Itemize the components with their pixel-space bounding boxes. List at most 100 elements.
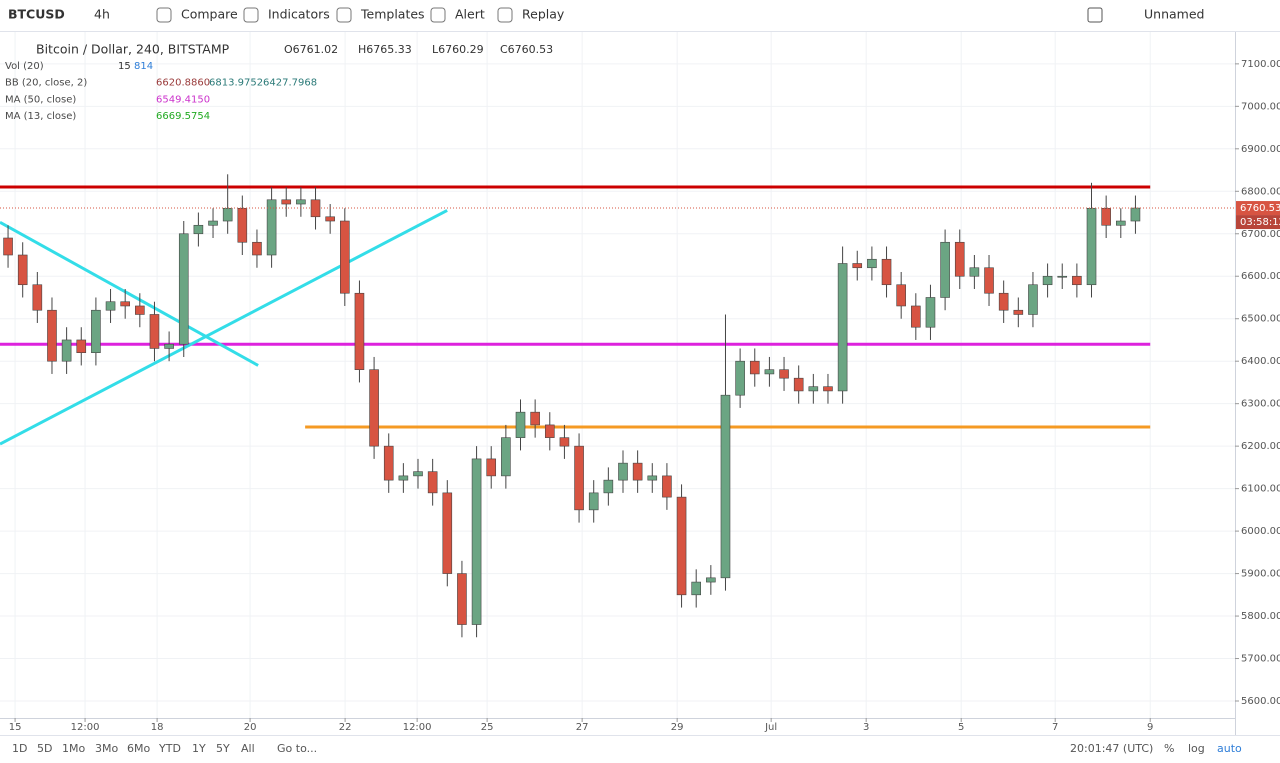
- candle-body: [76, 339, 87, 353]
- toolbar-icon: [336, 7, 352, 23]
- candle-body: [852, 263, 863, 269]
- candle-body: [471, 458, 482, 625]
- range-button[interactable]: 1Mo: [62, 742, 85, 755]
- y-tick-label: 6100.00: [1241, 484, 1280, 495]
- candle-body: [515, 411, 526, 438]
- y-tick-label: 6800.00: [1241, 186, 1280, 197]
- indicator-value: 6669.5754: [156, 111, 210, 122]
- price-tag: [1236, 201, 1280, 216]
- range-button[interactable]: 6Mo: [127, 742, 150, 755]
- candle-body: [120, 301, 130, 307]
- candle-body: [823, 386, 833, 392]
- candle-body: [969, 267, 980, 277]
- candle-body: [237, 207, 248, 243]
- ohlc: H6765.33: [358, 43, 412, 56]
- candle-body: [896, 284, 906, 307]
- candle-body: [413, 471, 423, 477]
- candle-body: [735, 360, 745, 396]
- candle-body: [559, 437, 570, 447]
- candle-body: [1115, 220, 1126, 226]
- candle-body: [954, 241, 965, 277]
- toolbar-button[interactable]: Compare: [181, 7, 238, 22]
- y-tick-label: 5600.00: [1241, 696, 1280, 707]
- candle-body: [1130, 207, 1141, 222]
- toolbar-icon: [497, 7, 513, 23]
- scale-option[interactable]: log: [1188, 742, 1205, 755]
- x-tick-label: 3: [863, 722, 869, 733]
- candle-body: [530, 411, 540, 426]
- trend-line: [0, 220, 259, 367]
- x-tick-label: 7: [1052, 722, 1058, 733]
- range-button[interactable]: YTD: [158, 742, 181, 755]
- candle-body: [691, 581, 701, 596]
- candle-body: [427, 471, 438, 494]
- range-button[interactable]: 1D: [12, 742, 27, 755]
- candle-body: [501, 437, 511, 477]
- scale-option[interactable]: %: [1164, 742, 1174, 755]
- countdown-label: 03:58:12: [1240, 217, 1280, 228]
- interval[interactable]: 4h: [94, 7, 110, 22]
- candle-body: [779, 369, 789, 379]
- indicator-name: MA (50, close): [5, 94, 76, 105]
- candle-body: [618, 462, 628, 481]
- indicator-value: 6427.7968: [263, 78, 317, 89]
- candle-body: [632, 462, 643, 481]
- candle-body: [32, 284, 43, 311]
- indicator-value: 15: [118, 61, 131, 72]
- toolbar-button[interactable]: Indicators: [268, 7, 330, 22]
- candle-body: [354, 292, 365, 370]
- price-tag-label: 6760.53: [1240, 203, 1280, 214]
- range-button[interactable]: 1Y: [192, 742, 206, 755]
- scale-option[interactable]: auto: [1217, 742, 1242, 755]
- layout-name[interactable]: Unnamed: [1144, 7, 1204, 22]
- y-tick-label: 6300.00: [1241, 399, 1280, 410]
- toolbar-icon: [243, 7, 259, 23]
- candle-body: [17, 254, 28, 286]
- candle-body: [252, 241, 262, 256]
- candle-body: [91, 309, 101, 353]
- candle-body: [1042, 275, 1053, 286]
- candle-body: [984, 267, 994, 294]
- candle-body: [662, 475, 672, 498]
- candle-body: [398, 475, 409, 481]
- candle-body: [281, 199, 292, 205]
- candle-body: [47, 309, 57, 362]
- candle-body: [383, 445, 394, 481]
- candle-body: [647, 475, 658, 481]
- trend-line: [0, 209, 448, 446]
- candle-body: [574, 445, 584, 511]
- x-tick-label: 15: [9, 722, 22, 733]
- candle-body: [442, 492, 453, 574]
- y-tick-label: 7000.00: [1241, 101, 1280, 112]
- range-button[interactable]: 3Mo: [95, 742, 118, 755]
- toolbar-button[interactable]: Alert: [455, 7, 485, 22]
- range-button[interactable]: 5Y: [216, 742, 230, 755]
- candle-body: [1028, 284, 1038, 315]
- range-button[interactable]: All: [241, 742, 255, 755]
- legend-title: Bitcoin / Dollar, 240, BITSTAMP: [36, 42, 230, 57]
- candle-body: [369, 369, 379, 447]
- candle-body: [105, 301, 116, 311]
- candle-body: [296, 199, 306, 205]
- candle-body: [486, 458, 497, 477]
- candle-body: [325, 216, 335, 222]
- candle-body: [793, 377, 804, 392]
- layout-box[interactable]: [1087, 7, 1103, 23]
- toolbar-icon: [430, 7, 446, 23]
- candle-body: [706, 577, 716, 583]
- candle-body: [61, 339, 72, 362]
- toolbar-button[interactable]: Replay: [522, 7, 565, 22]
- x-tick-label: 18: [151, 722, 164, 733]
- indicator-name: Vol (20): [5, 61, 44, 72]
- goto-button[interactable]: Go to...: [277, 742, 317, 755]
- candle-body: [164, 343, 174, 349]
- candle-body: [457, 573, 467, 625]
- candle-body: [1086, 207, 1097, 286]
- toolbar-button[interactable]: Templates: [360, 7, 425, 22]
- symbol[interactable]: BTCUSD: [8, 7, 65, 22]
- clock: 20:01:47 (UTC): [1070, 742, 1153, 755]
- range-button[interactable]: 5D: [37, 742, 52, 755]
- countdown-tag: [1236, 215, 1280, 230]
- candle-body: [588, 492, 599, 511]
